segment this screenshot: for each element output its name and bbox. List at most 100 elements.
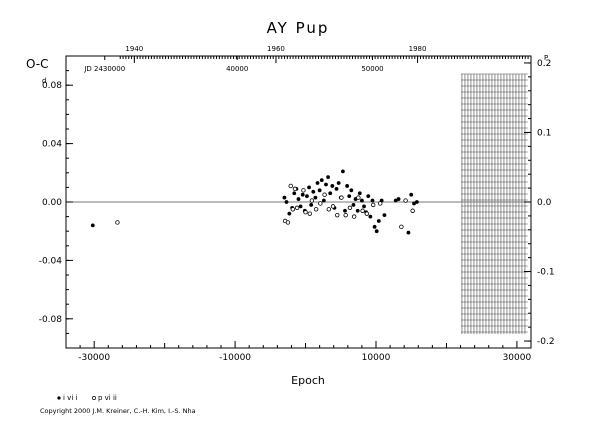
data-point-filled bbox=[311, 189, 316, 194]
data-point-filled bbox=[343, 208, 347, 213]
data-point-open bbox=[309, 198, 315, 203]
y-axis-label: O-C bbox=[26, 57, 49, 71]
data-point-filled bbox=[336, 181, 341, 185]
data-point-filled bbox=[330, 184, 335, 188]
data-point-open bbox=[343, 212, 348, 218]
data-point-filled bbox=[296, 197, 301, 201]
right-y-tick-label: -0.2 bbox=[537, 337, 555, 347]
data-point-filled bbox=[362, 204, 366, 209]
data-point-filled bbox=[345, 184, 350, 188]
data-point-open bbox=[326, 207, 331, 212]
x-tick-label: -30000 bbox=[78, 353, 110, 363]
data-point-filled bbox=[319, 178, 324, 183]
data-point-open bbox=[294, 205, 300, 211]
data-point-filled bbox=[366, 194, 371, 199]
data-point-filled bbox=[324, 182, 328, 187]
data-point-filled bbox=[414, 200, 419, 204]
y-tick-label: 0.08 bbox=[42, 81, 62, 91]
data-point-filled bbox=[406, 230, 411, 235]
data-point-filled bbox=[347, 194, 352, 199]
data-point-open bbox=[347, 205, 353, 211]
data-point-filled bbox=[351, 203, 356, 207]
jd-label: JD 2430000 bbox=[83, 65, 125, 73]
data-point-filled bbox=[282, 195, 287, 200]
data-point-open bbox=[378, 201, 383, 206]
data-point-filled bbox=[376, 219, 381, 223]
data-point-filled bbox=[349, 188, 354, 193]
data-point-filled bbox=[409, 192, 414, 197]
data-point-open bbox=[339, 195, 344, 200]
data-point-filled bbox=[396, 197, 401, 201]
data-point-filled bbox=[374, 229, 379, 234]
data-point-open bbox=[410, 208, 415, 213]
data-point-filled bbox=[328, 191, 333, 196]
data-point-filled bbox=[300, 192, 305, 197]
top-year-label: 1960 bbox=[267, 45, 285, 53]
data-point-filled bbox=[298, 204, 303, 209]
data-point-filled bbox=[90, 223, 95, 228]
y-tick-label: -0.08 bbox=[39, 315, 63, 325]
data-point-open bbox=[292, 186, 298, 192]
x-tick-label: 10000 bbox=[362, 353, 391, 363]
right-y-tick-label: 0.0 bbox=[537, 198, 552, 208]
legend-open-label: p vi ii bbox=[98, 394, 117, 402]
jd-label: 50000 bbox=[361, 65, 383, 73]
data-point-filled bbox=[340, 169, 345, 174]
data-point-open bbox=[285, 220, 291, 225]
data-point-filled bbox=[317, 188, 322, 193]
data-point-open bbox=[351, 214, 357, 219]
data-point-open bbox=[403, 198, 408, 203]
data-point-filled bbox=[309, 203, 314, 207]
data-point-filled bbox=[287, 211, 292, 216]
data-point-open bbox=[330, 204, 336, 209]
data-point-filled bbox=[284, 200, 289, 204]
data-point-open bbox=[301, 188, 306, 193]
data-point-filled bbox=[315, 181, 320, 185]
data-point-open bbox=[399, 224, 404, 230]
jd-label: 40000 bbox=[226, 65, 248, 73]
y-tick-label: 0.04 bbox=[42, 140, 62, 150]
data-point-open bbox=[307, 211, 312, 216]
data-point-open bbox=[364, 211, 370, 216]
x-tick-label: -10000 bbox=[219, 353, 251, 363]
y-unit-sup: d bbox=[42, 77, 46, 85]
right-y-tick-label: 0.1 bbox=[537, 128, 551, 138]
data-point-filled bbox=[368, 214, 373, 219]
right-y-tick-label: -0.1 bbox=[537, 268, 555, 278]
axis-ticks bbox=[65, 55, 532, 349]
y-tick-label: 0.00 bbox=[42, 198, 62, 208]
data-point-filled bbox=[305, 194, 309, 199]
legend: i vi i p vi ii bbox=[57, 394, 117, 402]
data-point-filled bbox=[412, 201, 416, 206]
hatched-region bbox=[460, 73, 528, 334]
data-point-filled bbox=[357, 191, 362, 196]
y-tick-label: -0.04 bbox=[39, 256, 63, 266]
data-point-filled bbox=[382, 213, 387, 218]
data-point-open bbox=[356, 195, 361, 200]
x-axis-label: Epoch bbox=[291, 374, 325, 387]
data-point-filled bbox=[307, 185, 311, 190]
data-point-open bbox=[290, 207, 296, 212]
legend-open-marker bbox=[92, 396, 96, 400]
data-point-open bbox=[115, 220, 120, 225]
legend-filled-label: i vi i bbox=[63, 394, 77, 402]
data-point-open bbox=[360, 208, 365, 213]
data-point-open bbox=[318, 201, 323, 206]
copyright-text: Copyright 2000 J.M. Kreiner, C.-H. Kim, … bbox=[40, 407, 196, 415]
data-points bbox=[90, 169, 419, 235]
data-point-filled bbox=[321, 198, 326, 203]
right-y-tick-label: 0.2 bbox=[537, 59, 551, 69]
data-point-filled bbox=[370, 198, 375, 203]
data-point-filled bbox=[313, 195, 318, 200]
data-point-filled bbox=[360, 198, 364, 203]
data-point-open bbox=[313, 207, 319, 212]
data-point-filled bbox=[372, 224, 377, 229]
tick-labels: -30000 -10000 10000 30000 0.08 0.04 0.00 -0.04 -… bbox=[39, 45, 555, 363]
right-unit-sup: P bbox=[544, 54, 548, 62]
data-point-filled bbox=[326, 175, 330, 180]
data-point-open bbox=[288, 183, 293, 189]
data-point-open bbox=[322, 192, 327, 197]
x-tick-label: 30000 bbox=[503, 353, 532, 363]
chart-title: AY Pup bbox=[267, 19, 330, 37]
